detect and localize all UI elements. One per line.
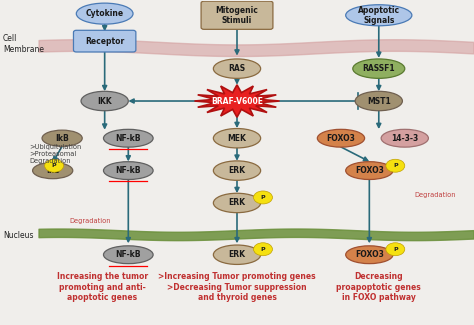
Ellipse shape (346, 5, 412, 26)
Circle shape (45, 159, 64, 172)
FancyBboxPatch shape (73, 30, 136, 52)
Ellipse shape (213, 245, 261, 265)
Ellipse shape (103, 129, 153, 147)
Text: BRAF-V600E: BRAF-V600E (211, 97, 263, 106)
Text: IkB: IkB (55, 134, 69, 143)
Ellipse shape (353, 59, 405, 78)
Text: ERK: ERK (228, 199, 246, 207)
Ellipse shape (76, 3, 133, 24)
FancyBboxPatch shape (201, 1, 273, 29)
Text: Increasing the tumor
promoting and anti-
apoptotic genes: Increasing the tumor promoting and anti-… (57, 272, 148, 302)
Text: Degradation: Degradation (69, 218, 111, 224)
Text: 14-3-3: 14-3-3 (391, 134, 419, 143)
Ellipse shape (346, 162, 393, 179)
Text: MST1: MST1 (367, 97, 391, 106)
Ellipse shape (213, 161, 261, 180)
Text: FOXO3: FOXO3 (355, 166, 384, 175)
Text: Decreasing
proapoptotic genes
in FOXO pathway: Decreasing proapoptotic genes in FOXO pa… (337, 272, 421, 302)
Ellipse shape (381, 129, 428, 147)
Text: ERK: ERK (228, 250, 246, 259)
Text: IkB: IkB (46, 166, 60, 175)
Text: ERK: ERK (228, 166, 246, 175)
Text: Receptor: Receptor (85, 37, 124, 46)
Text: P: P (52, 163, 56, 168)
Text: IKK: IKK (97, 97, 112, 106)
Ellipse shape (33, 162, 73, 179)
Ellipse shape (81, 91, 128, 111)
Text: Nucleus: Nucleus (3, 231, 34, 240)
Text: RAS: RAS (228, 64, 246, 73)
Text: P: P (393, 163, 398, 168)
Text: >Increasing Tumor promoting genes
>Decreasing Tumor suppression
and thyroid gene: >Increasing Tumor promoting genes >Decre… (158, 272, 316, 302)
Text: Cytokine: Cytokine (86, 9, 124, 18)
Text: NF-kB: NF-kB (116, 166, 141, 175)
Ellipse shape (103, 246, 153, 264)
Text: Apoptotic
Signals: Apoptotic Signals (358, 6, 400, 25)
Text: FOXO3: FOXO3 (327, 134, 356, 143)
Text: P: P (393, 247, 398, 252)
Circle shape (386, 159, 405, 172)
Text: >Ubiquitylation
>Proteasomal
Degradation: >Ubiquitylation >Proteasomal Degradation (29, 144, 82, 164)
Text: Cell
Membrane: Cell Membrane (3, 34, 44, 54)
Text: P: P (261, 247, 265, 252)
Circle shape (254, 191, 273, 204)
Ellipse shape (42, 130, 82, 146)
Circle shape (386, 243, 405, 256)
Ellipse shape (213, 59, 261, 78)
Text: RASSF1: RASSF1 (363, 64, 395, 73)
Text: MEK: MEK (228, 134, 246, 143)
Text: Mitogenic
Stimuli: Mitogenic Stimuli (216, 6, 258, 25)
Ellipse shape (213, 128, 261, 148)
Ellipse shape (103, 162, 153, 179)
Ellipse shape (346, 246, 393, 264)
Text: P: P (261, 195, 265, 200)
Ellipse shape (318, 129, 365, 147)
Polygon shape (194, 85, 280, 117)
Text: NF-kB: NF-kB (116, 250, 141, 259)
Text: NF-kB: NF-kB (116, 134, 141, 143)
Ellipse shape (213, 193, 261, 213)
Circle shape (254, 243, 273, 256)
Ellipse shape (355, 91, 402, 111)
Text: Degradation: Degradation (414, 192, 456, 198)
Text: FOXO3: FOXO3 (355, 250, 384, 259)
